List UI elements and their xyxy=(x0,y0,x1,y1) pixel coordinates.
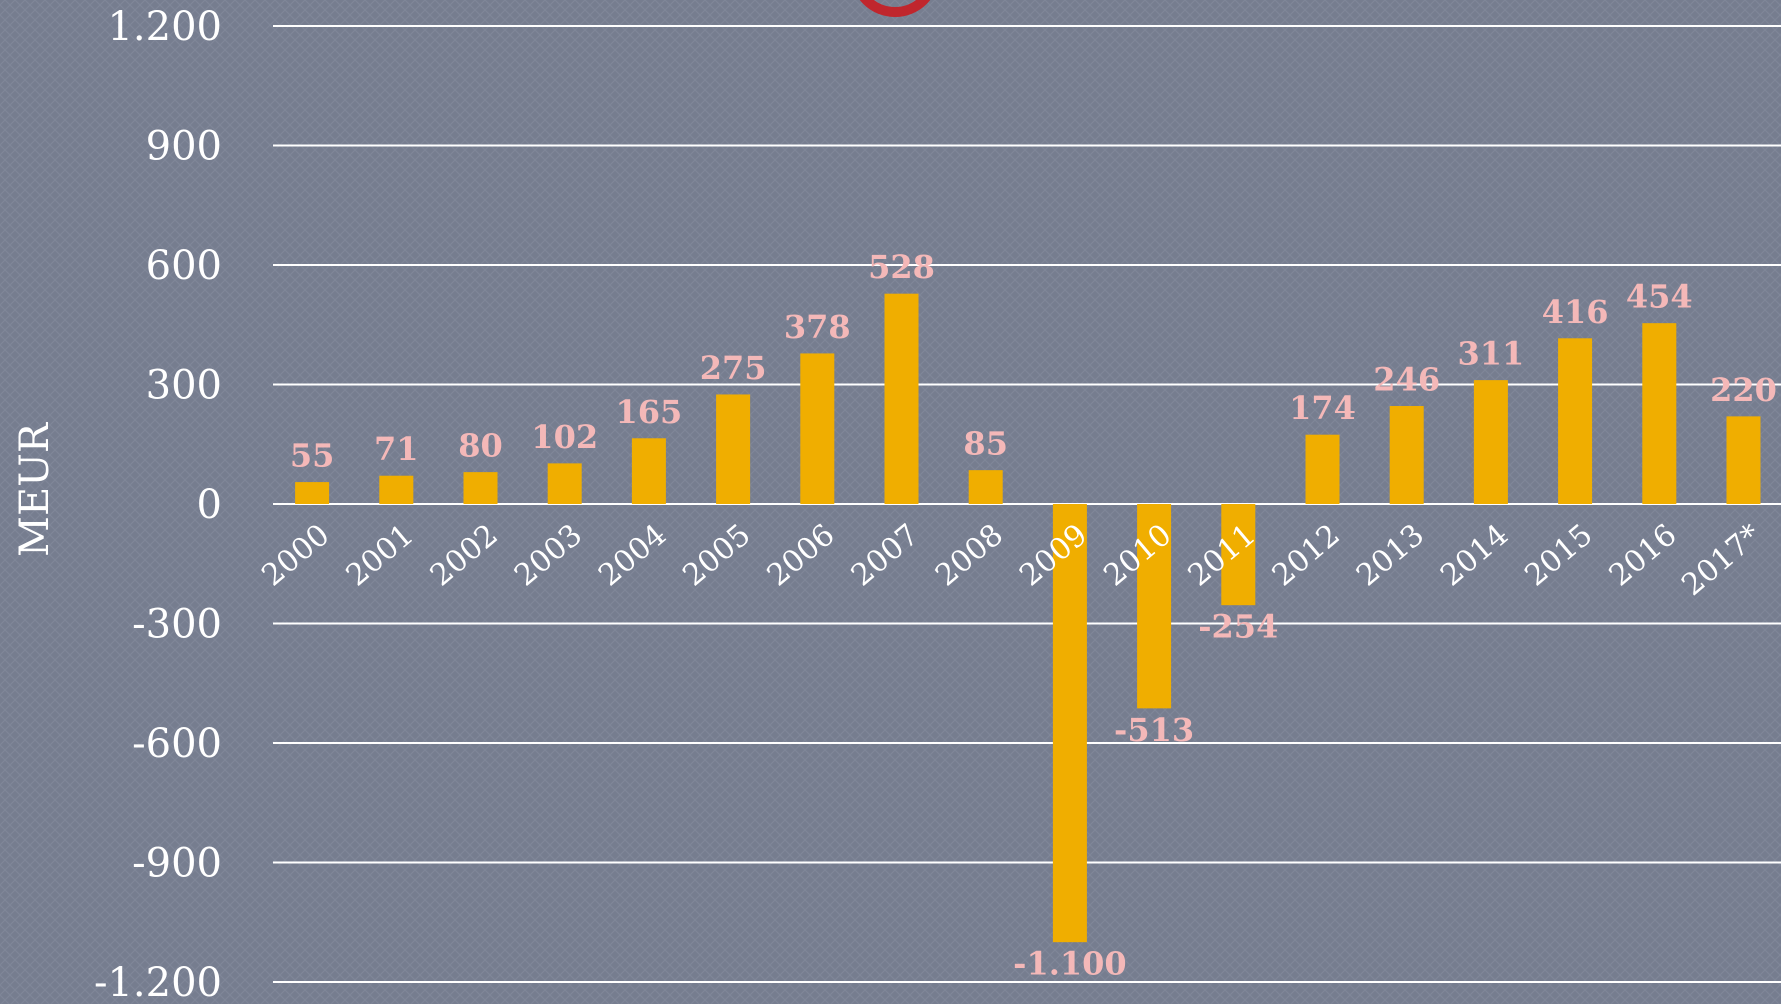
bar xyxy=(379,475,414,504)
data-label: 165 xyxy=(616,393,683,431)
logo xyxy=(859,0,931,17)
bar xyxy=(463,472,498,504)
data-label: 71 xyxy=(374,430,419,468)
data-label: 55 xyxy=(290,437,335,475)
y-tick-label: 600 xyxy=(146,243,222,289)
bar xyxy=(968,470,1003,504)
y-tick-label: -300 xyxy=(132,602,222,648)
data-label: 275 xyxy=(700,349,767,387)
bar xyxy=(547,463,582,504)
bar xyxy=(716,394,751,504)
bar xyxy=(1558,338,1593,504)
bar xyxy=(1726,416,1761,504)
data-label: 85 xyxy=(963,425,1008,463)
bar xyxy=(1389,406,1424,504)
bar xyxy=(1052,504,1087,943)
data-label: 528 xyxy=(868,248,935,286)
bar xyxy=(1137,504,1172,709)
data-label: 80 xyxy=(458,427,503,465)
y-axis-label: MEUR xyxy=(12,421,58,557)
bar xyxy=(884,293,919,504)
y-tick-label: -900 xyxy=(132,841,222,887)
y-tick-label: -600 xyxy=(132,721,222,767)
data-label: 311 xyxy=(1458,335,1525,373)
bar xyxy=(1473,380,1508,504)
data-label: -513 xyxy=(1114,711,1194,749)
y-tick-label: 1.200 xyxy=(107,4,222,50)
bar xyxy=(800,353,835,504)
data-label: -1.100 xyxy=(1013,945,1126,983)
y-tick-label: 300 xyxy=(146,363,222,409)
bar xyxy=(631,438,666,504)
bar xyxy=(1305,434,1340,504)
y-tick-label: 900 xyxy=(146,124,222,170)
data-label: 246 xyxy=(1373,361,1440,399)
data-label: 416 xyxy=(1542,293,1609,331)
data-label: 102 xyxy=(531,418,598,456)
y-tick-label: 0 xyxy=(197,482,222,528)
y-tick-label: -1.200 xyxy=(94,960,222,1004)
data-label: 174 xyxy=(1289,389,1356,427)
data-label: -254 xyxy=(1198,608,1278,646)
bar xyxy=(1221,504,1256,606)
data-label: 378 xyxy=(784,308,851,346)
bar xyxy=(1642,323,1677,504)
data-label: 220 xyxy=(1710,371,1777,409)
bar xyxy=(295,482,330,504)
data-label: 454 xyxy=(1626,278,1693,316)
